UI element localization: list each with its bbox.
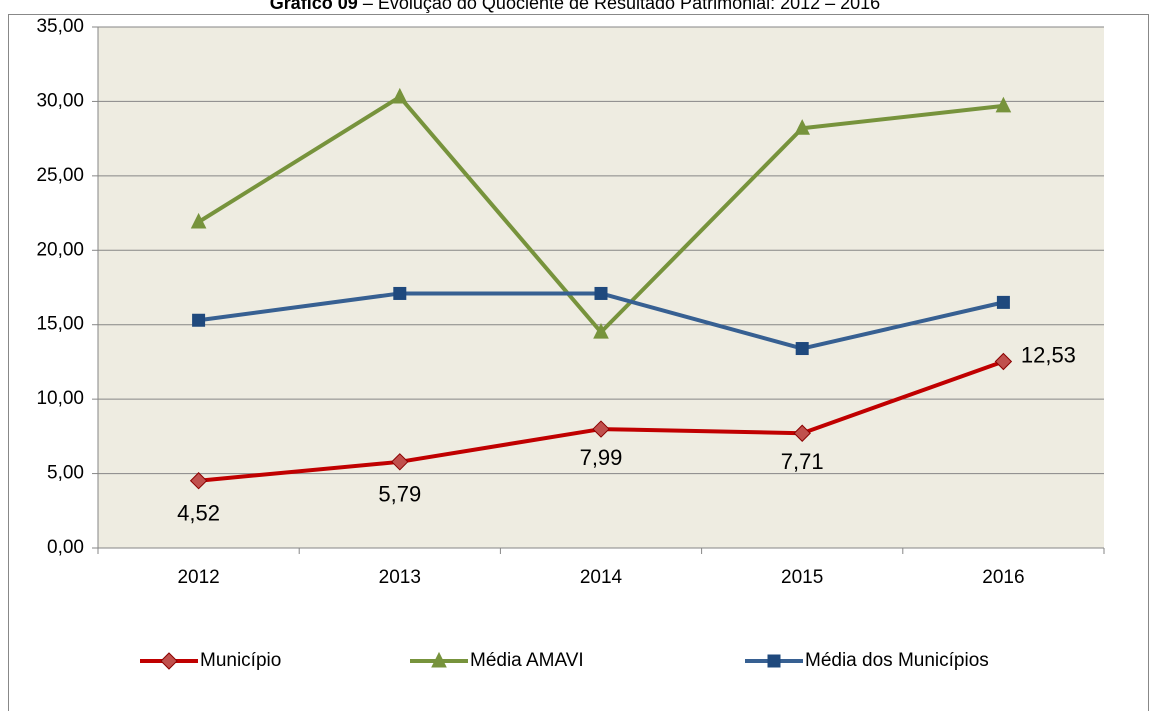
legend-label: Município: [200, 650, 281, 671]
data-point: [794, 119, 811, 135]
data-point: [391, 87, 408, 104]
data-label: 7,71: [781, 449, 824, 474]
title-text: – Evolução do Quociente de Resultado Pat…: [363, 0, 880, 13]
y-tick-label: 20,00: [36, 239, 84, 260]
data-point: [192, 313, 206, 327]
x-tick-label: 2014: [580, 567, 623, 588]
data-label: 5,79: [378, 482, 421, 507]
x-tick-label: 2016: [982, 567, 1024, 588]
chart-title: Gráfico 09 – Evolução do Quociente de Re…: [270, 0, 880, 13]
y-tick-label: 15,00: [36, 314, 84, 335]
data-point: [592, 420, 610, 438]
data-point: [393, 286, 407, 300]
data-point: [391, 453, 409, 471]
title-label: Gráfico 09: [270, 0, 358, 13]
data-point: [793, 424, 811, 442]
y-tick-label: 35,00: [36, 16, 84, 37]
legend-marker: [160, 652, 178, 670]
data-point: [594, 286, 608, 300]
data-point: [189, 472, 208, 490]
y-tick-label: 25,00: [36, 165, 84, 186]
x-tick-label: 2012: [177, 567, 219, 588]
data-point: [996, 295, 1010, 309]
data-point: [190, 212, 207, 229]
legend-marker: [767, 654, 781, 668]
data-label: 4,52: [177, 501, 220, 526]
legend-marker: [431, 651, 447, 668]
legend-label: Média AMAVI: [470, 650, 584, 671]
y-tick-label: 0,00: [47, 537, 84, 558]
y-tick-label: 5,00: [47, 463, 84, 484]
data-point: [995, 96, 1012, 113]
y-tick-label: 10,00: [36, 388, 84, 409]
legend-label: Média dos Municípios: [805, 650, 989, 671]
x-tick-label: 2013: [379, 567, 421, 588]
data-point: [795, 342, 809, 356]
data-label: 12,53: [1021, 342, 1076, 367]
data-label: 7,99: [580, 445, 623, 470]
y-tick-label: 30,00: [36, 90, 84, 111]
x-tick-label: 2015: [781, 567, 823, 588]
data-point: [994, 352, 1013, 371]
data-point: [593, 323, 609, 339]
